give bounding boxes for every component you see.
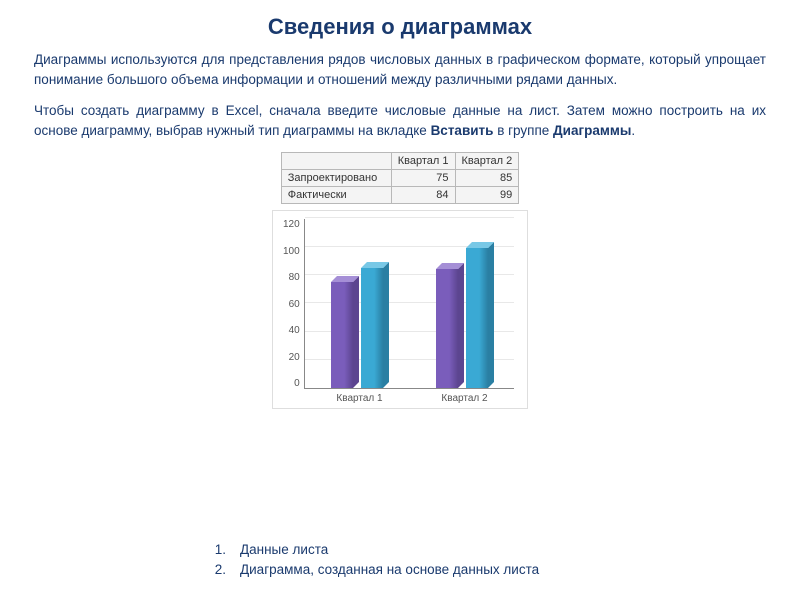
- y-tick-label: 60: [289, 299, 300, 310]
- table-cell: 85: [455, 170, 519, 187]
- plot-area: [304, 219, 514, 389]
- table-row: Фактически 84 99: [281, 187, 519, 204]
- page-title: Сведения о диаграммах: [34, 14, 766, 40]
- table-col-header: Квартал 2: [455, 153, 519, 170]
- para2-bold-group: Диаграммы: [553, 123, 631, 138]
- list-number: 1.: [210, 540, 226, 560]
- x-axis-labels: Квартал 1 Квартал 2: [307, 393, 517, 404]
- y-tick-label: 0: [294, 378, 300, 389]
- para2-bold-insert: Вставить: [431, 123, 494, 138]
- table-cell: 99: [455, 187, 519, 204]
- para2-text-c: в группе: [493, 123, 553, 138]
- y-tick-label: 100: [283, 246, 300, 257]
- paragraph-2: Чтобы создать диаграмму в Excel, сначала…: [34, 101, 766, 140]
- grid-line: [305, 217, 514, 218]
- x-label: Квартал 1: [307, 393, 412, 404]
- table-corner: [281, 153, 391, 170]
- x-label: Квартал 2: [412, 393, 517, 404]
- list-item: 2. Диаграмма, созданная на основе данных…: [210, 560, 539, 580]
- table-row-header: Запроектировано: [281, 170, 391, 187]
- list-item: 1. Данные листа: [210, 540, 539, 560]
- list-text: Данные листа: [240, 540, 328, 560]
- list-number: 2.: [210, 560, 226, 580]
- data-table: Квартал 1 Квартал 2 Запроектировано 75 8…: [281, 152, 520, 204]
- numbered-list: 1. Данные листа 2. Диаграмма, созданная …: [210, 540, 539, 581]
- bar: [466, 248, 488, 388]
- table-row: Запроектировано 75 85: [281, 170, 519, 187]
- y-tick-label: 80: [289, 272, 300, 283]
- y-axis: 120 100 80 60 40 20 0: [283, 219, 304, 389]
- table-cell: 75: [391, 170, 455, 187]
- bar-chart: 120 100 80 60 40 20 0 Квартал 1 Квартал 2: [272, 210, 528, 409]
- bar: [331, 282, 353, 388]
- list-text: Диаграмма, созданная на основе данных ли…: [240, 560, 539, 580]
- y-tick-label: 20: [289, 352, 300, 363]
- bar-group: [331, 268, 383, 388]
- bar: [361, 268, 383, 388]
- table-cell: 84: [391, 187, 455, 204]
- para2-text-a: Чтобы создать диаграмму в Excel, сначала…: [34, 103, 766, 138]
- figure: Квартал 1 Квартал 2 Запроектировано 75 8…: [34, 152, 766, 409]
- bar: [436, 269, 458, 388]
- para2-text-e: .: [631, 123, 635, 138]
- paragraph-1: Диаграммы используются для представления…: [34, 50, 766, 89]
- y-tick-label: 40: [289, 325, 300, 336]
- y-tick-label: 120: [283, 219, 300, 230]
- table-row-header: Фактически: [281, 187, 391, 204]
- bar-group: [436, 248, 488, 388]
- table-col-header: Квартал 1: [391, 153, 455, 170]
